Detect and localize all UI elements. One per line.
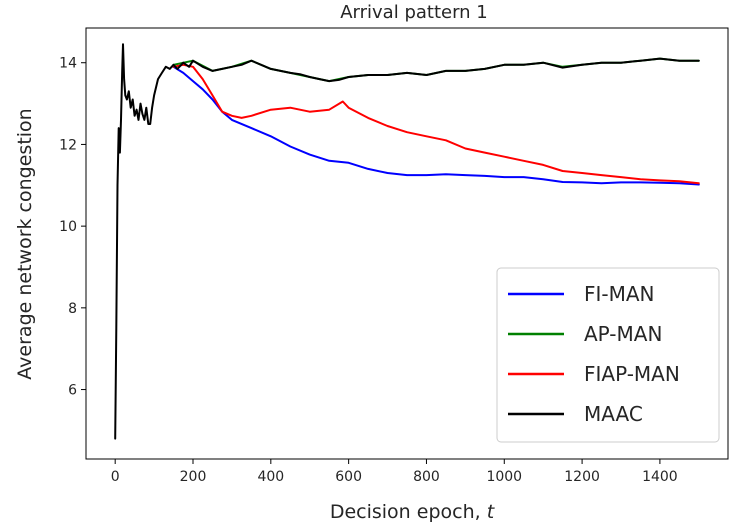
x-axis-label: Decision epoch, t bbox=[330, 501, 496, 523]
y-tick-label: 8 bbox=[68, 301, 77, 317]
legend-label-fi-man: FI-MAN bbox=[584, 282, 655, 306]
plot-area bbox=[85, 27, 729, 460]
x-tick-label: 400 bbox=[257, 469, 284, 485]
series-line-fiap-man bbox=[172, 63, 700, 185]
y-axis-label: Average network congestion bbox=[14, 108, 36, 379]
y-tick-label: 14 bbox=[59, 56, 77, 72]
y-tick-label: 6 bbox=[68, 383, 77, 399]
legend: FI-MAN AP-MAN FIAP-MAN MAAC bbox=[496, 267, 720, 443]
series-line-fi-man bbox=[172, 65, 700, 186]
chart-title: Arrival pattern 1 bbox=[340, 2, 488, 23]
x-tick-label: 1200 bbox=[564, 469, 600, 485]
y-axis-ticks: 6 8 10 12 14 bbox=[59, 56, 86, 399]
y-tick-label: 10 bbox=[59, 219, 77, 235]
x-tick-label: 1400 bbox=[642, 469, 678, 485]
legend-frame bbox=[496, 267, 720, 443]
x-axis-ticks: 0 200 400 600 800 1000 1200 1400 bbox=[111, 459, 678, 485]
x-tick-label: 0 bbox=[111, 469, 120, 485]
series-line-maac bbox=[114, 43, 700, 440]
x-tick-label: 800 bbox=[413, 469, 440, 485]
x-tick-label: 600 bbox=[335, 469, 362, 485]
legend-label-ap-man: AP-MAN bbox=[584, 322, 662, 346]
series-layer bbox=[114, 43, 700, 440]
legend-label-maac: MAAC bbox=[584, 402, 643, 426]
x-tick-label: 1000 bbox=[486, 469, 522, 485]
y-tick-label: 12 bbox=[59, 137, 77, 153]
plot-frame bbox=[85, 27, 729, 460]
legend-label-fiap-man: FIAP-MAN bbox=[584, 362, 680, 386]
x-tick-label: 200 bbox=[180, 469, 207, 485]
